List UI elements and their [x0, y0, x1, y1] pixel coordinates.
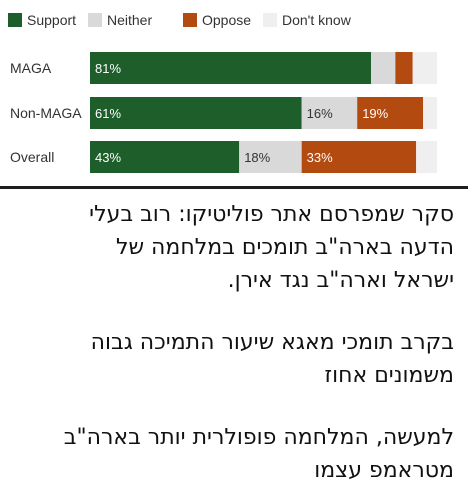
legend-swatch-don-t-know: [263, 13, 277, 27]
category-label-non-maga: Non-MAGA: [10, 105, 82, 121]
paragraph-3-line-2: מטראמפ עצמו: [314, 458, 454, 483]
bar-non-maga-neither: [301, 97, 358, 129]
legend-swatch-oppose: [183, 13, 197, 27]
data-label-non-maga-oppose: 19%: [362, 106, 388, 121]
bar-maga-don-t-know: [412, 52, 437, 84]
data-label-non-maga-neither: 16%: [307, 106, 333, 121]
paragraph-1-line-2: הדעה בארה"ב תומכים במלחמה של: [115, 235, 454, 260]
bar-maga-oppose: [395, 52, 413, 84]
bar-overall-neither: [239, 141, 302, 173]
bar-overall-oppose: [301, 141, 417, 173]
stacked-bar-chart: Support Neither Oppose Don't know MAGA 81% Non…: [8, 12, 437, 173]
paragraph-1: סקר שמפרסם אתר פוליטיקו: רוב בעלי הדעה ב…: [14, 198, 454, 297]
paragraph-2-line-1: בקרב תומכי מאגא שיעור התמיכה גבוה: [90, 330, 454, 355]
divider-line: [0, 186, 468, 189]
legend-swatch-neither: [88, 13, 102, 27]
bar-maga-neither: [371, 52, 396, 84]
category-label-overall: Overall: [10, 149, 54, 165]
data-label-maga-support: 81%: [95, 61, 121, 76]
legend-label-don-t-know: Don't know: [282, 12, 352, 28]
bar-non-maga-oppose: [357, 97, 424, 129]
data-label-overall-neither: 18%: [244, 150, 270, 165]
legend-label-neither: Neither: [107, 12, 152, 28]
category-label-maga: MAGA: [10, 60, 52, 76]
bar-maga-support: [90, 52, 372, 84]
paragraph-1-line-1: סקר שמפרסם אתר פוליטיקו: רוב בעלי: [89, 202, 454, 227]
paragraph-1-line-3: ישראל וארה"ב נגד אירן.: [227, 268, 454, 293]
data-label-overall-oppose: 33%: [307, 150, 333, 165]
legend-swatch-support: [8, 13, 22, 27]
legend-label-oppose: Oppose: [202, 12, 251, 28]
legend-label-support: Support: [27, 12, 76, 28]
paragraph-2-line-2: משמונים אחוז: [324, 363, 454, 388]
bar-non-maga-support: [90, 97, 302, 129]
bar-overall-support: [90, 141, 240, 173]
paragraph-3: למעשה, המלחמה פופולרית יותר בארה"ב מטראמ…: [14, 421, 454, 487]
bar-non-maga-don-t-know: [423, 97, 437, 129]
survey-chart: Support Neither Oppose Don't know MAGA 81% Non…: [0, 0, 468, 186]
data-label-overall-support: 43%: [95, 150, 121, 165]
article-text: סקר שמפרסם אתר פוליטיקו: רוב בעלי הדעה ב…: [14, 198, 454, 487]
paragraph-2: בקרב תומכי מאגא שיעור התמיכה גבוה משמוני…: [14, 326, 454, 392]
paragraph-3-line-1: למעשה, המלחמה פופולרית יותר בארה"ב: [63, 425, 454, 450]
bar-overall-don-t-know: [416, 141, 437, 173]
data-label-non-maga-support: 61%: [95, 106, 121, 121]
